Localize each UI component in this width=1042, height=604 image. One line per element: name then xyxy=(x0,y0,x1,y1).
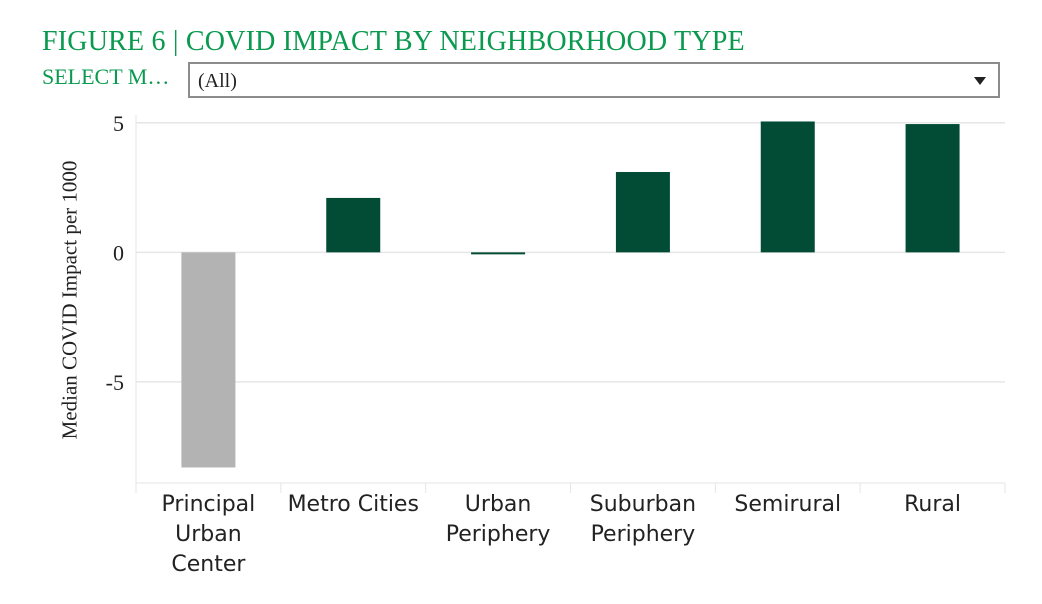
bar-metro-cities[interactable] xyxy=(326,197,381,253)
y-tick-label: 0 xyxy=(113,240,124,265)
bar-rural[interactable] xyxy=(905,124,960,253)
dropdown-selected-value: (All) xyxy=(198,70,237,92)
chevron-down-icon[interactable] xyxy=(974,77,986,85)
x-tick-label-line: Suburban xyxy=(589,492,697,517)
x-tick-label-line: Urban xyxy=(464,492,532,517)
x-tick-label-line: Metro Cities xyxy=(287,492,419,517)
filter-label: SELECT M… xyxy=(42,64,170,89)
x-tick-label-line: Semirural xyxy=(734,492,842,517)
y-tick-label: -5 xyxy=(106,370,124,395)
x-tick-label: Semirural xyxy=(718,490,858,520)
x-tick-label: Principal Urban Center xyxy=(138,490,278,580)
x-tick-label-line: Center xyxy=(171,552,246,577)
bar-urban-periphery[interactable] xyxy=(471,252,526,255)
x-tick-label: Suburban Periphery xyxy=(573,490,713,550)
x-tick-label-line: Periphery xyxy=(445,522,551,547)
x-tick-label-line: Urban xyxy=(175,522,242,547)
x-tick-label-line: Principal xyxy=(161,492,256,517)
bar-suburban-periphery[interactable] xyxy=(615,172,670,253)
x-tick-label-line: Periphery xyxy=(590,522,696,547)
x-tick-label: Urban Periphery xyxy=(428,490,568,550)
bar-semirural[interactable] xyxy=(760,121,815,253)
neighborhood-filter-dropdown[interactable]: (All) xyxy=(188,62,1000,98)
chart-title: FIGURE 6 | COVID IMPACT BY NEIGHBORHOOD … xyxy=(42,26,745,57)
x-tick-label: Metro Cities xyxy=(283,490,423,520)
bar-principal-urban-center[interactable] xyxy=(181,252,236,468)
x-tick-label: Rural xyxy=(863,490,1003,520)
x-tick-label-line: Rural xyxy=(904,492,962,517)
y-tick-label: 5 xyxy=(113,111,124,136)
